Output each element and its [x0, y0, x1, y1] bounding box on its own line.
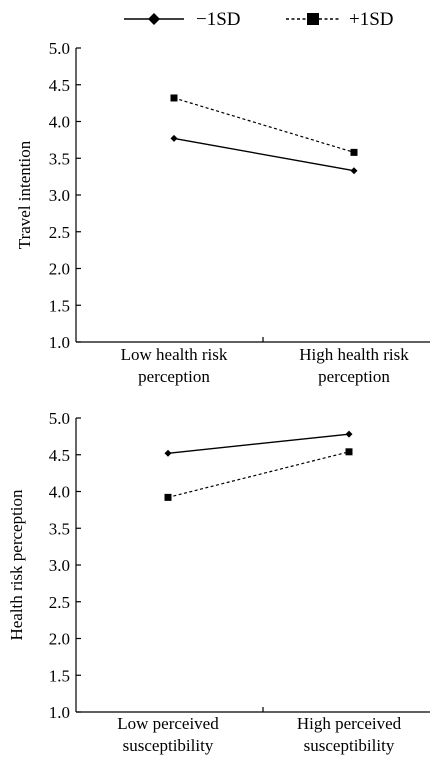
x-category-label: High perceived	[297, 714, 402, 733]
y-tick-label: 4.5	[49, 76, 70, 95]
x-category-label: Low health risk	[121, 345, 228, 364]
legend-label-plus1sd: +1SD	[349, 9, 394, 30]
series-plus1sd-point	[345, 448, 353, 456]
y-tick-label: 2.5	[49, 593, 70, 612]
series-minus1sd-line	[167, 433, 350, 454]
y-tick-label: 5.0	[49, 39, 70, 58]
x-category-label: susceptibility	[304, 736, 395, 755]
y-tick-label: 4.0	[49, 483, 70, 502]
y-axis-title: Health risk perception	[7, 489, 26, 641]
y-tick-label: 1.0	[49, 333, 70, 352]
x-category-label: perception	[318, 367, 390, 386]
series-plus1sd-point	[350, 148, 358, 156]
series-minus1sd-line	[173, 137, 355, 172]
y-tick-label: 3.5	[49, 519, 70, 538]
y-tick-label: 1.0	[49, 703, 70, 722]
y-tick-label: 5.0	[49, 409, 70, 428]
x-category-label: High health risk	[299, 345, 409, 364]
x-category-label: perception	[138, 367, 210, 386]
series-plus1sd-point	[164, 493, 172, 501]
y-tick-label: 3.0	[49, 186, 70, 205]
y-tick-label: 2.0	[49, 260, 70, 279]
legend-marker-diamond	[148, 13, 160, 25]
legend-label-minus1sd: −1SD	[196, 9, 241, 30]
series-plus1sd-line	[167, 451, 350, 498]
series-minus1sd-point	[345, 430, 353, 438]
series-minus1sd-point	[164, 449, 172, 457]
series-minus1sd-point	[350, 167, 358, 175]
y-tick-label: 1.5	[49, 666, 70, 685]
series-plus1sd-line	[173, 97, 355, 153]
chart-travel-intention: 1.0 1.5 2.0 2.5 3.0 3.5 4.0 4.5 5.0 Travel intent…	[15, 39, 430, 386]
y-tick-label: 1.5	[49, 296, 70, 315]
x-category-label: Low perceived	[117, 714, 219, 733]
y-axis-title: Travel intention	[15, 140, 34, 249]
legend-marker-square	[307, 13, 319, 25]
y-tick-label: 2.0	[49, 630, 70, 649]
x-category-label: susceptibility	[123, 736, 214, 755]
y-tick-label: 3.0	[49, 556, 70, 575]
chart-health-risk-perception: 1.0 1.5 2.0 2.5 3.0 3.5 4.0 4.5 5.0 Health risk p…	[7, 409, 430, 755]
y-tick-label: 2.5	[49, 223, 70, 242]
series-plus1sd-point	[170, 94, 178, 102]
y-tick-label: 4.5	[49, 446, 70, 465]
series-minus1sd-point	[170, 134, 178, 142]
y-tick-label: 4.0	[49, 113, 70, 132]
legend: −1SD +1SD	[124, 9, 394, 30]
y-tick-label: 3.5	[49, 149, 70, 168]
